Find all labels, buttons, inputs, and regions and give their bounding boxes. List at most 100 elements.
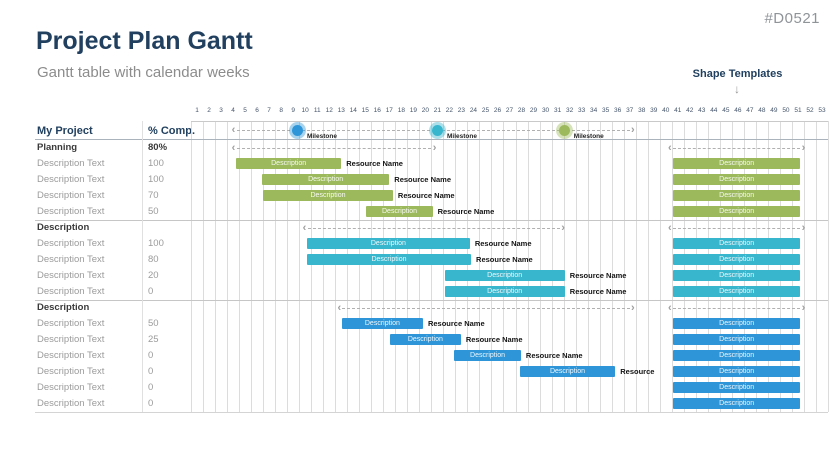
week-gridline xyxy=(215,121,217,412)
week-tick-label: 49 xyxy=(770,107,778,114)
template-bar[interactable]: Description xyxy=(672,286,801,297)
table-header-percent: % Comp. xyxy=(148,125,196,137)
week-tick-label: 48 xyxy=(758,107,766,114)
week-tick-label: 39 xyxy=(650,107,658,114)
milestone-marker[interactable] xyxy=(559,125,571,136)
week-tick-label: 35 xyxy=(602,107,610,114)
gantt-bar[interactable]: Description xyxy=(444,270,565,281)
arrow-head-right-icon: › xyxy=(561,221,565,234)
task-label: Description Text xyxy=(37,398,105,409)
template-duration-arrow[interactable]: ‹ › xyxy=(668,142,805,154)
week-gridline xyxy=(419,121,421,412)
template-bar[interactable]: Description xyxy=(672,190,801,201)
week-tick-label: 34 xyxy=(590,107,598,114)
milestone-marker[interactable] xyxy=(292,125,304,136)
week-tick-label: 21 xyxy=(433,107,441,114)
week-gridline xyxy=(263,121,265,412)
bar-label: Description xyxy=(407,336,443,343)
template-duration-arrow[interactable]: ‹ › xyxy=(668,302,805,314)
week-tick-label: 45 xyxy=(722,107,730,114)
week-tick-label: 6 xyxy=(255,107,259,114)
arrow-head-left-icon: ‹ xyxy=(302,221,307,234)
week-gridline xyxy=(695,121,697,412)
template-bar[interactable]: Description xyxy=(672,174,801,185)
task-percent: 70 xyxy=(148,190,159,201)
week-tick-label: 7 xyxy=(267,107,271,114)
week-tick-label: 19 xyxy=(409,107,417,114)
week-gridline xyxy=(275,121,277,412)
gantt-bar[interactable]: Description xyxy=(389,334,461,345)
week-gridline xyxy=(443,121,445,412)
week-gridline xyxy=(659,121,661,412)
week-tick-label: 3 xyxy=(219,107,223,114)
template-duration-arrow[interactable]: ‹ › xyxy=(668,222,805,234)
milestone-marker[interactable] xyxy=(432,125,444,136)
template-bar-label: Description xyxy=(719,384,755,391)
week-gridline xyxy=(551,121,553,412)
week-tick-label: 8 xyxy=(279,107,283,114)
template-bar[interactable]: Description xyxy=(672,158,801,169)
week-gridline xyxy=(383,121,385,412)
gantt-bar[interactable]: Description xyxy=(341,318,423,329)
week-gridline xyxy=(191,121,192,412)
template-bar[interactable]: Description xyxy=(672,350,801,361)
group-separator-line xyxy=(35,300,828,301)
template-bar-label: Description xyxy=(719,400,755,407)
week-tick-label: 42 xyxy=(686,107,694,114)
template-bar[interactable]: Description xyxy=(672,238,801,249)
template-code: #D0521 xyxy=(764,10,820,27)
gantt-bar[interactable]: Description xyxy=(454,350,521,361)
week-tick-label: 9 xyxy=(291,107,295,114)
template-bar[interactable]: Description xyxy=(672,366,801,377)
week-tick-label: 30 xyxy=(541,107,550,114)
gantt-bar[interactable]: Description xyxy=(306,254,472,265)
bar-label: Description xyxy=(364,320,400,327)
template-bar[interactable]: Description xyxy=(672,318,801,329)
bar-label: Description xyxy=(308,176,344,183)
week-gridline xyxy=(287,121,289,412)
resource-name-label: Resource Name xyxy=(346,159,403,168)
week-gridline xyxy=(527,121,529,412)
template-bar[interactable]: Description xyxy=(672,270,801,281)
template-bar-label: Description xyxy=(719,368,755,375)
arrow-head-right-icon: › xyxy=(801,141,806,154)
group-duration-arrow[interactable]: ‹ › xyxy=(337,302,634,314)
week-tick-label: 31 xyxy=(553,107,562,114)
template-bar[interactable]: Description xyxy=(672,398,801,409)
group-duration-arrow[interactable]: ‹ › xyxy=(232,142,437,154)
week-tick-label: 17 xyxy=(385,107,393,114)
gantt-bar[interactable]: Description xyxy=(519,366,616,377)
gantt-bar[interactable]: Description xyxy=(236,158,342,169)
arrow-head-right-icon: › xyxy=(631,301,635,314)
group-separator-line xyxy=(35,220,828,221)
bar-label: Description xyxy=(310,192,346,199)
week-gridline xyxy=(455,121,457,412)
task-percent: 100 xyxy=(148,238,164,249)
group-label: Description xyxy=(37,302,90,313)
group-duration-arrow[interactable]: ‹ › xyxy=(303,222,565,234)
template-bar[interactable]: Description xyxy=(672,206,801,217)
gantt-bar[interactable]: Description xyxy=(444,286,565,297)
week-gridline xyxy=(203,121,205,412)
week-gridline xyxy=(539,121,541,412)
bar-label: Description xyxy=(371,256,407,263)
resource-name-label: Resource Name xyxy=(397,191,455,200)
gantt-bar[interactable]: Description xyxy=(306,238,470,249)
week-gridline xyxy=(359,121,361,412)
template-bar[interactable]: Description xyxy=(672,382,801,393)
week-gridline xyxy=(407,121,409,412)
task-label: Description Text xyxy=(37,190,105,201)
week-gridline xyxy=(635,121,637,412)
template-bar[interactable]: Description xyxy=(672,254,801,265)
table-header-project: My Project xyxy=(37,125,93,137)
gantt-bar[interactable]: Description xyxy=(261,174,390,185)
week-gridline xyxy=(227,121,229,412)
gantt-bar[interactable]: Description xyxy=(263,190,393,201)
week-gridline xyxy=(467,121,469,412)
template-bar[interactable]: Description xyxy=(672,334,801,345)
task-percent: 25 xyxy=(148,334,159,345)
week-tick-label: 2 xyxy=(207,107,211,114)
milestone-label: Milestone xyxy=(306,133,337,140)
group-label: Description xyxy=(37,222,90,233)
gantt-bar[interactable]: Description xyxy=(366,206,433,217)
